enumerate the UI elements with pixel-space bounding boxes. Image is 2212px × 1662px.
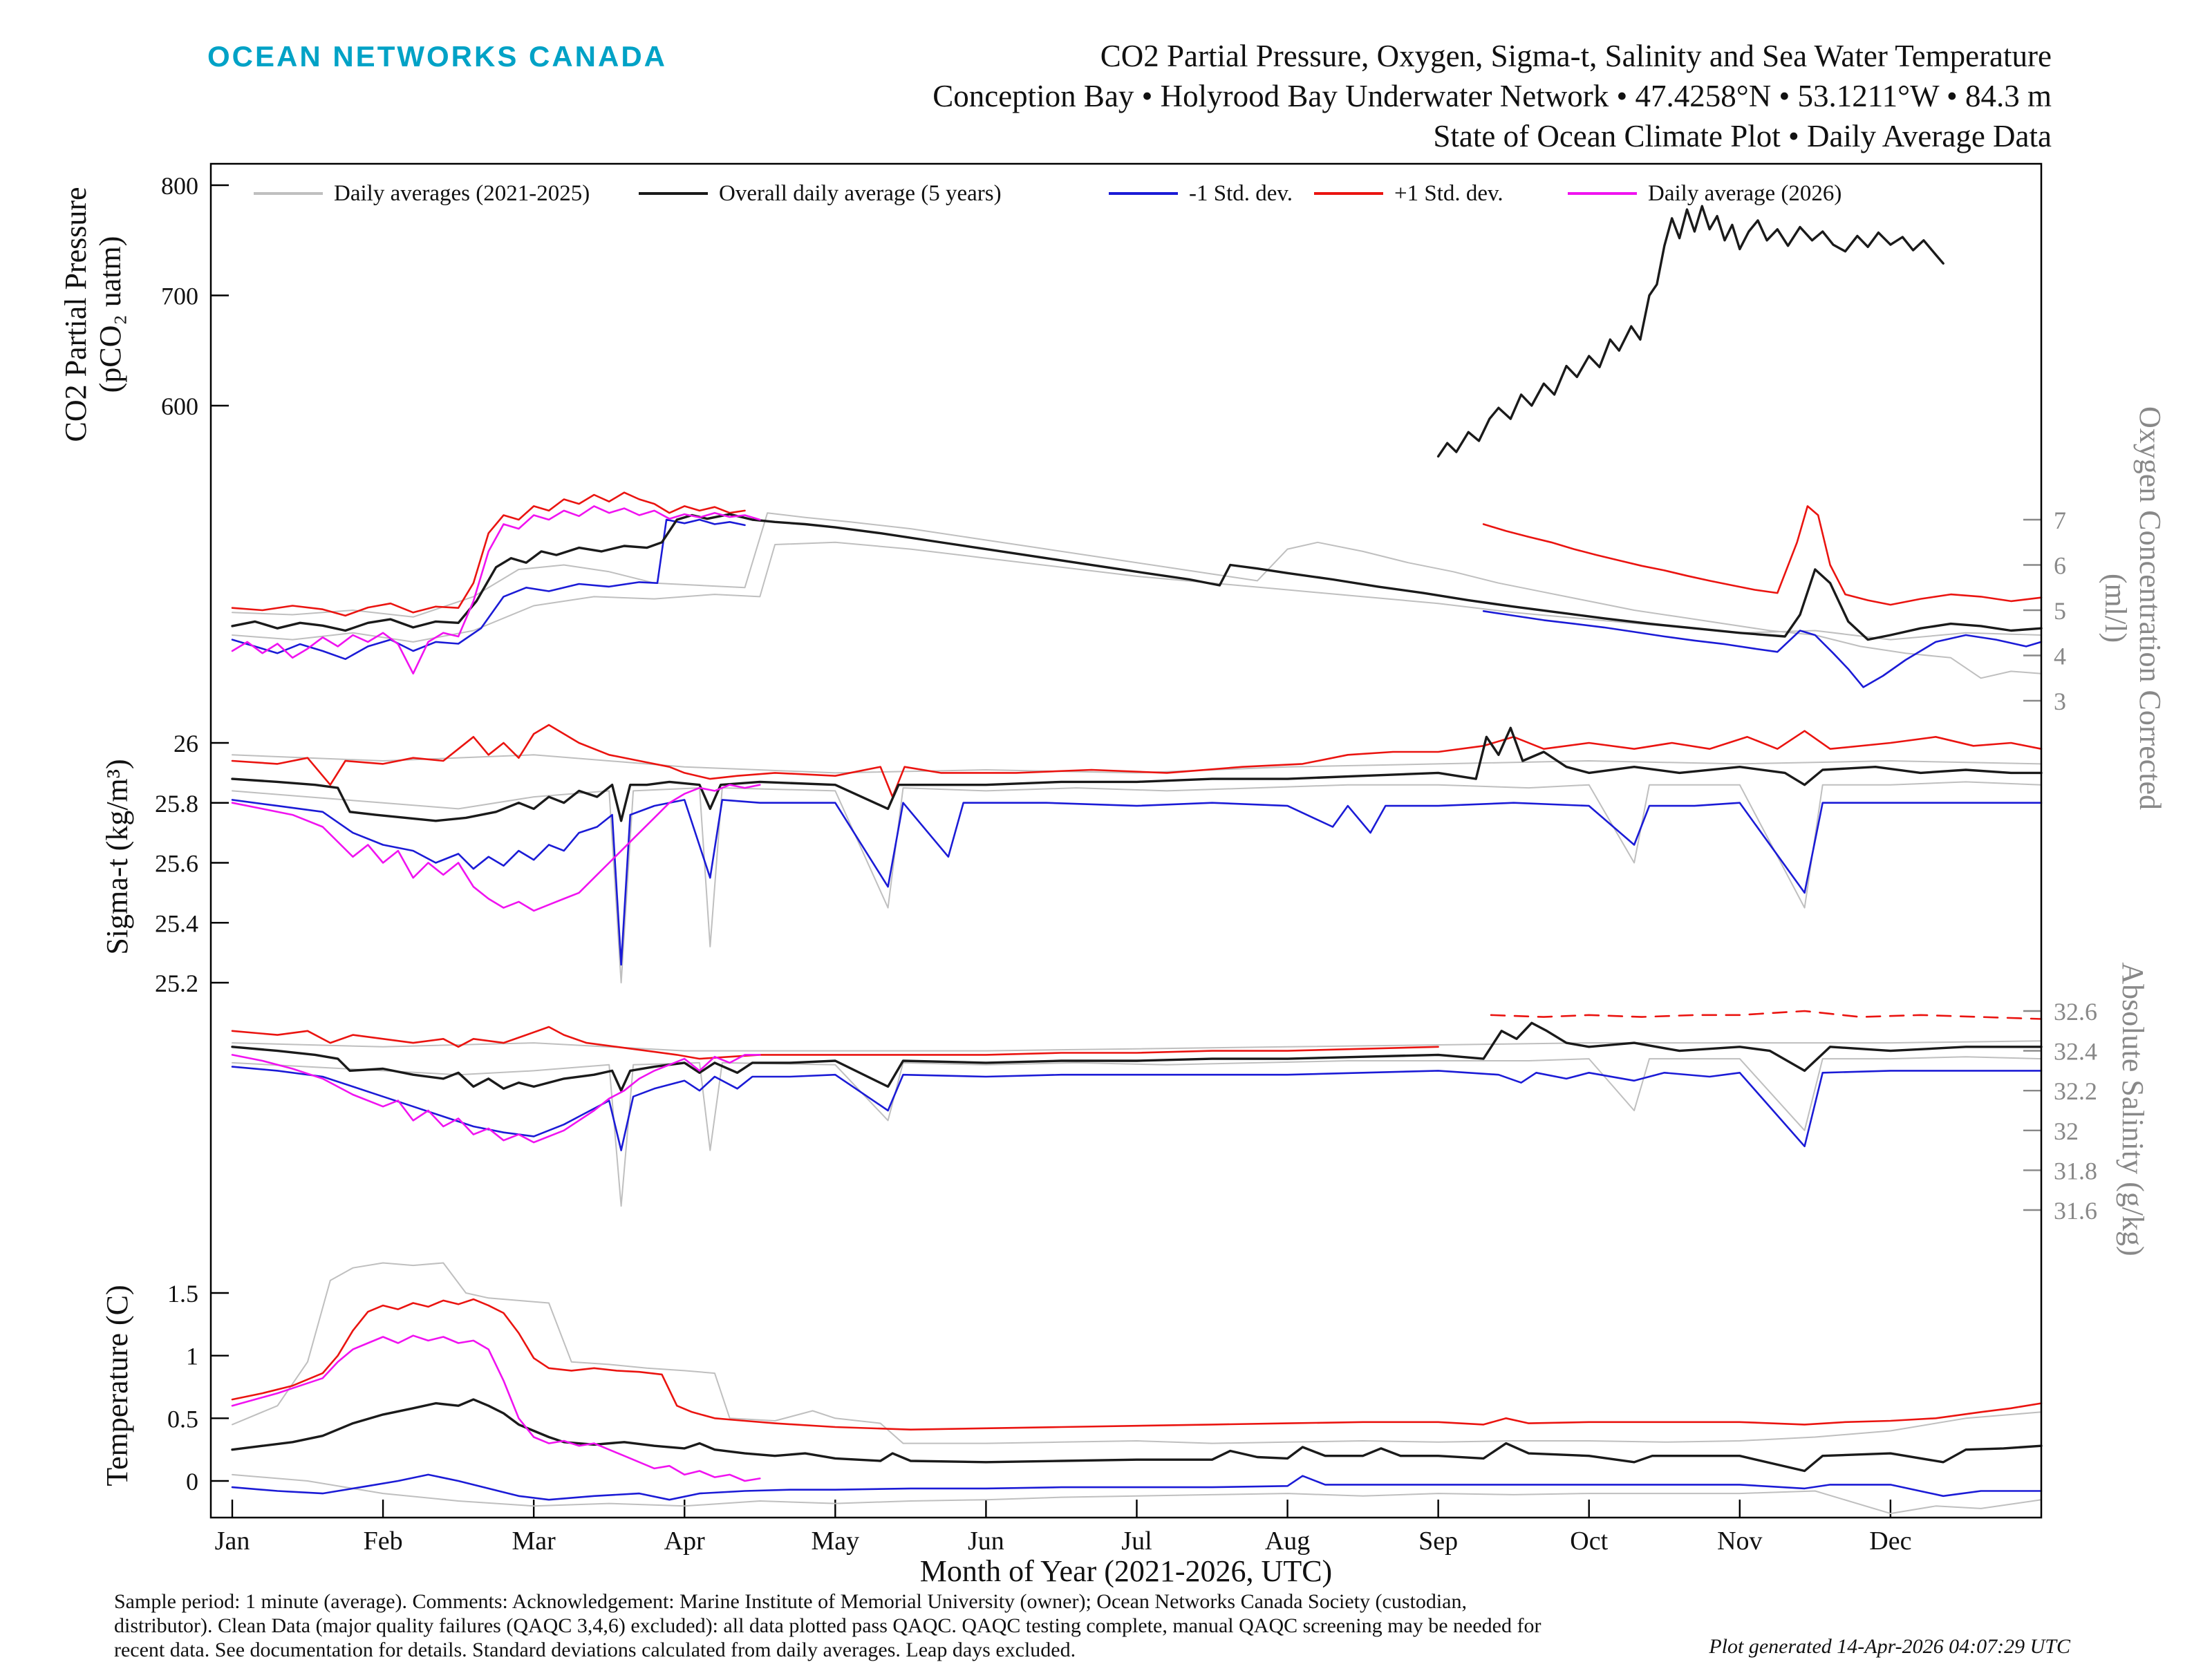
legend-item-plus-1-std-dev: +1 Std. dev. <box>1314 178 1503 209</box>
x-tick-label-oct: Oct <box>1570 1527 1608 1556</box>
legend-item-minus-1-std-dev: -1 Std. dev. <box>1109 178 1293 209</box>
gray-line-swatch-icon <box>254 192 323 195</box>
y-axis-label-salinity: Absolute Salinity (g/kg) <box>2116 962 2150 1256</box>
ocean-networks-canada-logo-text: OCEAN NETWORKS CANADA <box>207 40 667 73</box>
y-tick-label-sigma-25.6: 25.6 <box>155 850 198 878</box>
series-oxygen-daily-average-2026 <box>231 505 761 675</box>
y-tick-label-salinity-32: 32 <box>2054 1117 2079 1145</box>
footer-comments: Sample period: 1 minute (average). Comme… <box>114 1589 1759 1662</box>
y-tick-label-oxygen-7: 7 <box>2054 507 2066 534</box>
series-temperature-daily-averages-2021-2025-b <box>232 1473 2042 1515</box>
series-sigma-overall-daily-average <box>231 726 2043 822</box>
legend-label: +1 Std. dev. <box>1394 180 1503 206</box>
x-tick-label-sep: Sep <box>1418 1527 1458 1556</box>
series-temperature-daily-averages-2021-2025-a <box>232 1262 2042 1444</box>
y-tick-label-co2-800: 800 <box>161 172 198 200</box>
legend-label: Overall daily average (5 years) <box>719 180 1002 206</box>
y-tick-label-co2-600: 600 <box>161 393 198 420</box>
y-axis-label-co2-name: CO2 Partial Pressure <box>59 187 93 442</box>
y-tick-label-salinity-32.6: 32.6 <box>2054 998 2097 1026</box>
x-tick-label-jan: Jan <box>215 1527 250 1556</box>
series-oxygen-daily-averages-2021-2025-a <box>232 512 2042 679</box>
series-sigma-daily-averages-2021-2025-b <box>232 754 2042 774</box>
y-tick-label-sigma-25.4: 25.4 <box>155 909 198 937</box>
x-tick-label-nov: Nov <box>1717 1527 1762 1556</box>
plot-generated-timestamp: Plot generated 14-Apr-2026 04:07:29 UTC <box>1709 1635 2070 1658</box>
y-tick-label-sigma-26: 26 <box>174 730 198 757</box>
y-axis-label-co2-units: (pCO₂ uatm) <box>93 236 127 393</box>
y-tick-label-co2-700: 700 <box>161 283 198 310</box>
x-tick-label-jun: Jun <box>968 1527 1004 1556</box>
x-tick-label-dec: Dec <box>1869 1527 1911 1556</box>
y-tick-label-temperature-0: 0 <box>186 1468 198 1495</box>
y-axis-label-sigma-t: Sigma-t (kg/m³) <box>100 759 134 955</box>
x-tick-label-apr: Apr <box>664 1527 705 1556</box>
magenta-line-swatch-icon <box>1568 192 1637 195</box>
series-oxygen-plus-1-std-b <box>1482 505 2043 606</box>
y-tick-label-temperature-1.5: 1.5 <box>167 1280 198 1307</box>
x-tick-label-mar: Mar <box>512 1527 556 1556</box>
series-oxygen-minus-1-std-b <box>1482 610 2043 688</box>
legend-label: Daily averages (2021-2025) <box>334 180 590 206</box>
x-axis-label: Month of Year (2021-2026, UTC) <box>919 1554 1333 1588</box>
series-salinity-plus-1-std-b <box>1490 1010 2043 1020</box>
series-salinity-daily-averages-2021-2025-b <box>232 1040 2042 1052</box>
series-salinity-minus-1-std <box>231 1066 2043 1151</box>
y-tick-label-oxygen-6: 6 <box>2054 552 2066 580</box>
x-tick-label-aug: Aug <box>1265 1527 1310 1556</box>
series-sigma-minus-1-std <box>231 799 2043 966</box>
y-tick-label-salinity-32.4: 32.4 <box>2054 1038 2097 1066</box>
legend-label: -1 Std. dev. <box>1189 180 1293 206</box>
page-title: CO2 Partial Pressure, Oxygen, Sigma-t, S… <box>1100 39 2052 73</box>
x-tick-label-may: May <box>811 1527 859 1556</box>
subtitle-plot-type: State of Ocean Climate Plot • Daily Aver… <box>1433 119 2052 153</box>
legend-item-daily-averages-2021-2025: Daily averages (2021-2025) <box>254 178 590 209</box>
series-temperature-plus-1-std <box>231 1298 2043 1430</box>
x-tick-label-feb: Feb <box>364 1527 403 1556</box>
series-oxygen-minus-1-std-a <box>231 518 746 661</box>
legend-label: Daily average (2026) <box>1648 180 1842 206</box>
series-oxygen-overall-daily-average <box>231 513 2043 641</box>
y-tick-label-temperature-0.5: 0.5 <box>167 1405 198 1433</box>
y-tick-label-salinity-31.6: 31.6 <box>2054 1197 2097 1225</box>
legend-item-daily-average-2026: Daily average (2026) <box>1568 178 1841 209</box>
y-tick-label-salinity-32.2: 32.2 <box>2054 1077 2097 1105</box>
y-axis-label-oxygen-units: (ml/l) <box>2099 573 2133 643</box>
series-sigma-daily-averages-2021-2025-a <box>232 781 2042 983</box>
y-tick-label-oxygen-5: 5 <box>2054 597 2066 625</box>
y-tick-label-sigma-25.2: 25.2 <box>155 970 198 997</box>
series-sigma-plus-1-std <box>231 724 2043 798</box>
y-axis-label-oxygen: Oxygen Concentration Corrected (ml/l) <box>2098 406 2167 810</box>
legend-item-overall-daily-average: Overall daily average (5 years) <box>639 178 1002 209</box>
series-oxygen-plus-1-std-a <box>231 491 746 617</box>
y-tick-label-salinity-31.8: 31.8 <box>2054 1157 2097 1184</box>
series-co2-overall-daily-average <box>1436 205 1944 458</box>
series-temperature-minus-1-std <box>231 1473 2043 1501</box>
series-salinity-plus-1-std-a <box>231 1026 1439 1060</box>
y-axis-label-co2: CO2 Partial Pressure (pCO₂ uatm) <box>59 187 128 442</box>
y-axis-label-temperature: Temperature (C) <box>100 1285 134 1486</box>
subtitle-location: Conception Bay • Holyrood Bay Underwater… <box>932 79 2052 113</box>
y-axis-label-oxygen-name: Oxygen Concentration Corrected <box>2133 406 2167 811</box>
y-tick-label-oxygen-4: 4 <box>2054 643 2066 670</box>
series-temperature-daily-average-2026 <box>231 1334 761 1482</box>
series-salinity-daily-average-2026 <box>231 1054 761 1144</box>
footer-line-1: Sample period: 1 minute (average). Comme… <box>114 1590 1467 1613</box>
footer-line-3: recent data. See documentation for detai… <box>114 1639 1076 1661</box>
y-tick-label-oxygen-3: 3 <box>2054 688 2066 715</box>
red-line-swatch-icon <box>1314 192 1383 195</box>
footer-line-2: distributor). Clean Data (major quality … <box>114 1614 1541 1637</box>
x-tick-label-jul: Jul <box>1121 1527 1152 1556</box>
y-tick-label-sigma-25.8: 25.8 <box>155 790 198 818</box>
blue-line-swatch-icon <box>1109 192 1178 195</box>
series-salinity-overall-daily-average <box>231 1021 2043 1092</box>
series-temperature-overall-daily-average <box>231 1398 2043 1473</box>
series-salinity-daily-averages-2021-2025-a <box>232 1056 2042 1207</box>
series-sigma-daily-average-2026 <box>231 784 761 912</box>
black-line-swatch-icon <box>639 192 708 195</box>
y-tick-label-temperature-1: 1 <box>186 1343 198 1370</box>
plot-border <box>209 162 2043 1519</box>
chart-titles: CO2 Partial Pressure, Oxygen, Sigma-t, S… <box>932 36 2052 156</box>
